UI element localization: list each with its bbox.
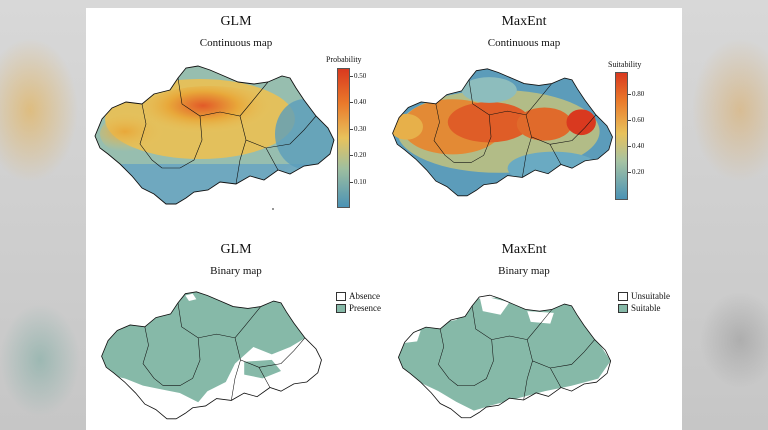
legend-label: Presence bbox=[349, 303, 381, 313]
colorbar-tick: 0.60 bbox=[627, 116, 645, 124]
panel-maxent-binary: MaxEnt Binary map Unsuitable S bbox=[386, 236, 682, 430]
colorbar-tick: 0.40 bbox=[349, 98, 367, 106]
panel-subtitle: Continuous map bbox=[487, 37, 561, 49]
map-marker bbox=[272, 208, 274, 210]
colorbar-title: Probability bbox=[326, 55, 362, 64]
panel-subtitle: Binary map bbox=[210, 265, 262, 277]
panel-title: GLM bbox=[220, 14, 252, 29]
legend-label: Suitable bbox=[631, 303, 661, 313]
suitability-colorbar bbox=[615, 72, 628, 200]
figure: GLM Continuous map Probability 0 bbox=[86, 8, 682, 430]
legend-item-presence: Presence bbox=[336, 302, 381, 314]
colorbar-tick: 0.20 bbox=[349, 151, 367, 159]
legend-item-unsuitable: Unsuitable bbox=[618, 290, 670, 302]
colorbar-tick: 0.80 bbox=[627, 90, 645, 98]
binary-legend: Unsuitable Suitable bbox=[618, 290, 670, 314]
binary-legend: Absence Presence bbox=[336, 290, 381, 314]
unsuitable-swatch bbox=[618, 292, 628, 301]
colorbar-tick: 0.30 bbox=[349, 125, 367, 133]
panel-title: MaxEnt bbox=[501, 242, 547, 257]
colorbar-title: Suitability bbox=[608, 60, 642, 69]
panel-title: MaxEnt bbox=[501, 14, 547, 29]
legend-label: Absence bbox=[349, 291, 380, 301]
probability-colorbar bbox=[337, 68, 350, 208]
legend-item-absence: Absence bbox=[336, 290, 381, 302]
presence-swatch bbox=[336, 304, 346, 313]
suitable-swatch bbox=[618, 304, 628, 313]
colorbar-tick: 0.10 bbox=[349, 178, 367, 186]
continuous-map-glm bbox=[94, 65, 335, 205]
legend-item-suitable: Suitable bbox=[618, 302, 670, 314]
legend-label: Unsuitable bbox=[631, 291, 670, 301]
continuous-map-maxent bbox=[392, 68, 613, 197]
colorbar-tick: 0.20 bbox=[627, 168, 645, 176]
binary-map-maxent bbox=[398, 294, 612, 419]
binary-map-glm bbox=[101, 291, 322, 420]
panel-title: GLM bbox=[220, 242, 252, 257]
panel-subtitle: Binary map bbox=[498, 265, 550, 277]
panel-glm-binary: GLM Binary map Absence Presence bbox=[86, 236, 386, 430]
colorbar-tick: 0.50 bbox=[349, 72, 367, 80]
colorbar-tick: 0.40 bbox=[627, 142, 645, 150]
absence-swatch bbox=[336, 292, 346, 301]
panel-maxent-continuous: MaxEnt Continuous map Suitability 0.80 bbox=[386, 8, 682, 218]
panel-subtitle: Continuous map bbox=[199, 37, 273, 49]
panel-glm-continuous: GLM Continuous map Probability 0 bbox=[86, 8, 386, 218]
